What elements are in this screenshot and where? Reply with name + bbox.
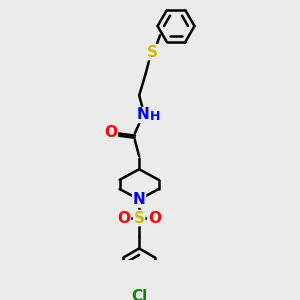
Text: N: N [133,192,146,207]
Text: N: N [137,107,150,122]
Text: Cl: Cl [131,289,147,300]
Text: S: S [147,45,158,60]
Text: O: O [104,125,117,140]
Text: H: H [150,110,160,123]
Text: S: S [134,211,145,226]
Text: O: O [118,211,130,226]
Text: O: O [148,211,161,226]
